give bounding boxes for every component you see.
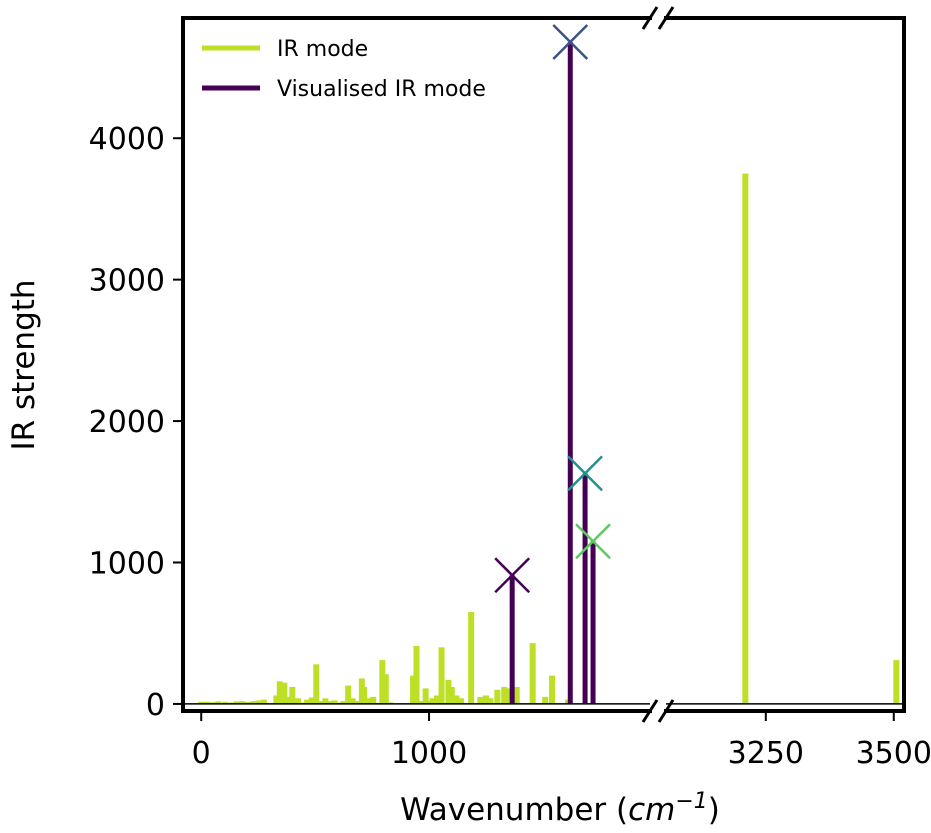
x-axis-ticks: 0 1000 3250 3500 <box>192 711 931 771</box>
visualised-ir-mode-bar <box>509 575 515 704</box>
ir-mode-bars <box>198 173 900 704</box>
visualised-mode-marker <box>494 557 531 594</box>
ir-mode-bar <box>742 173 749 704</box>
y-tick-label: 0 <box>146 688 165 723</box>
ir-mode-bar <box>244 701 251 704</box>
ir-mode-bar <box>487 698 494 704</box>
ir-mode-bar <box>482 695 489 704</box>
ir-mode-bar <box>295 698 302 704</box>
ir-mode-bar <box>429 698 436 704</box>
ir-mode-bar <box>426 701 433 704</box>
visualised-ir-mode-bar <box>590 541 596 704</box>
y-axis-ticks: 0 1000 2000 3000 4000 <box>89 122 183 723</box>
ir-mode-bar <box>198 701 205 704</box>
ir-mode-bar <box>413 645 420 704</box>
ir-mode-bar <box>453 695 460 704</box>
visualised-ir-mode-bars <box>494 24 611 704</box>
ir-mode-bar <box>438 647 445 704</box>
visualised-ir-mode-bar <box>567 42 573 704</box>
ir-mode-bar <box>445 679 452 704</box>
axis-break-mark <box>657 6 675 30</box>
ir-mode-bar <box>281 682 288 704</box>
y-tick-label: 2000 <box>89 405 165 440</box>
ir-mode-bar <box>289 686 296 704</box>
ir-mode-bar <box>340 701 347 704</box>
ir-mode-bar <box>468 612 475 704</box>
ir-mode-bar <box>203 701 210 704</box>
ir-mode-bar <box>893 660 900 704</box>
ir-mode-bar <box>322 698 329 704</box>
axis-break-mark <box>641 6 659 30</box>
ir-mode-bar <box>416 701 423 704</box>
ir-mode-bar <box>361 686 368 704</box>
axes-frame <box>181 16 906 713</box>
ir-mode-bar <box>317 701 324 704</box>
right-axes-border <box>664 16 906 713</box>
visualised-ir-mode-bar <box>582 473 588 704</box>
ir-mode-bar <box>434 695 441 704</box>
ir-mode-bar <box>345 685 352 704</box>
ir-mode-bar <box>331 700 338 704</box>
ir-mode-bar <box>260 699 267 704</box>
ir-mode-bar <box>349 698 356 704</box>
ir-mode-bar <box>494 689 501 704</box>
ir-mode-bar <box>379 660 386 704</box>
ir-mode-bar <box>233 701 240 704</box>
ir-mode-bar <box>313 664 320 704</box>
y-axis-label: IR strength <box>6 279 42 450</box>
legend-label: Visualised IR mode <box>277 77 486 102</box>
ir-mode-bar <box>365 698 372 704</box>
ir-mode-bar <box>457 698 464 704</box>
x-axis-label: Wavenumber (cm−1) <box>400 789 720 828</box>
y-tick-label: 4000 <box>89 122 165 157</box>
axis-break-mark <box>641 699 659 723</box>
ir-mode-bar <box>215 701 222 704</box>
ir-mode-bar <box>477 696 484 704</box>
legend-label: IR mode <box>277 37 368 62</box>
chart-legend: IR mode Visualised IR mode <box>202 37 486 102</box>
ir-mode-bar <box>308 697 315 704</box>
ir-mode-bar <box>276 681 283 704</box>
visualised-mode-marker <box>552 24 589 60</box>
ir-mode-bar <box>422 688 429 704</box>
ir-mode-bar <box>513 686 520 704</box>
x-tick-label: 3500 <box>856 736 931 771</box>
ir-mode-bar <box>256 700 263 704</box>
ir-mode-bar <box>326 701 333 704</box>
ir-mode-bar <box>209 702 216 704</box>
visualised-mode-marker <box>567 455 603 492</box>
ir-mode-bar <box>501 686 508 704</box>
left-axes-border <box>181 16 652 713</box>
ir-mode-bar <box>273 695 280 704</box>
ir-mode-bar <box>529 643 536 704</box>
ir-mode-bar <box>542 696 549 704</box>
ir-mode-bar <box>285 696 292 704</box>
ir-mode-bar <box>354 701 361 704</box>
ir-mode-bar <box>222 701 229 704</box>
visualised-mode-marker <box>575 523 611 560</box>
axis-break-mark <box>657 699 675 723</box>
ir-mode-bar <box>304 699 311 704</box>
ir-mode-bar <box>370 696 377 704</box>
ir-mode-bar <box>410 675 417 704</box>
y-tick-label: 1000 <box>89 547 165 582</box>
ir-mode-bar <box>448 686 455 704</box>
x-tick-label: 3250 <box>728 736 804 771</box>
x-tick-label: 0 <box>192 736 211 771</box>
axis-break-marks <box>641 6 675 723</box>
ir-mode-bar <box>239 701 246 704</box>
y-tick-label: 3000 <box>89 264 165 299</box>
ir-mode-bar <box>382 674 389 704</box>
ir-mode-bar <box>250 701 257 704</box>
x-tick-label: 1000 <box>391 736 467 771</box>
ir-mode-bar <box>549 675 556 704</box>
ir-mode-bar <box>504 688 511 704</box>
